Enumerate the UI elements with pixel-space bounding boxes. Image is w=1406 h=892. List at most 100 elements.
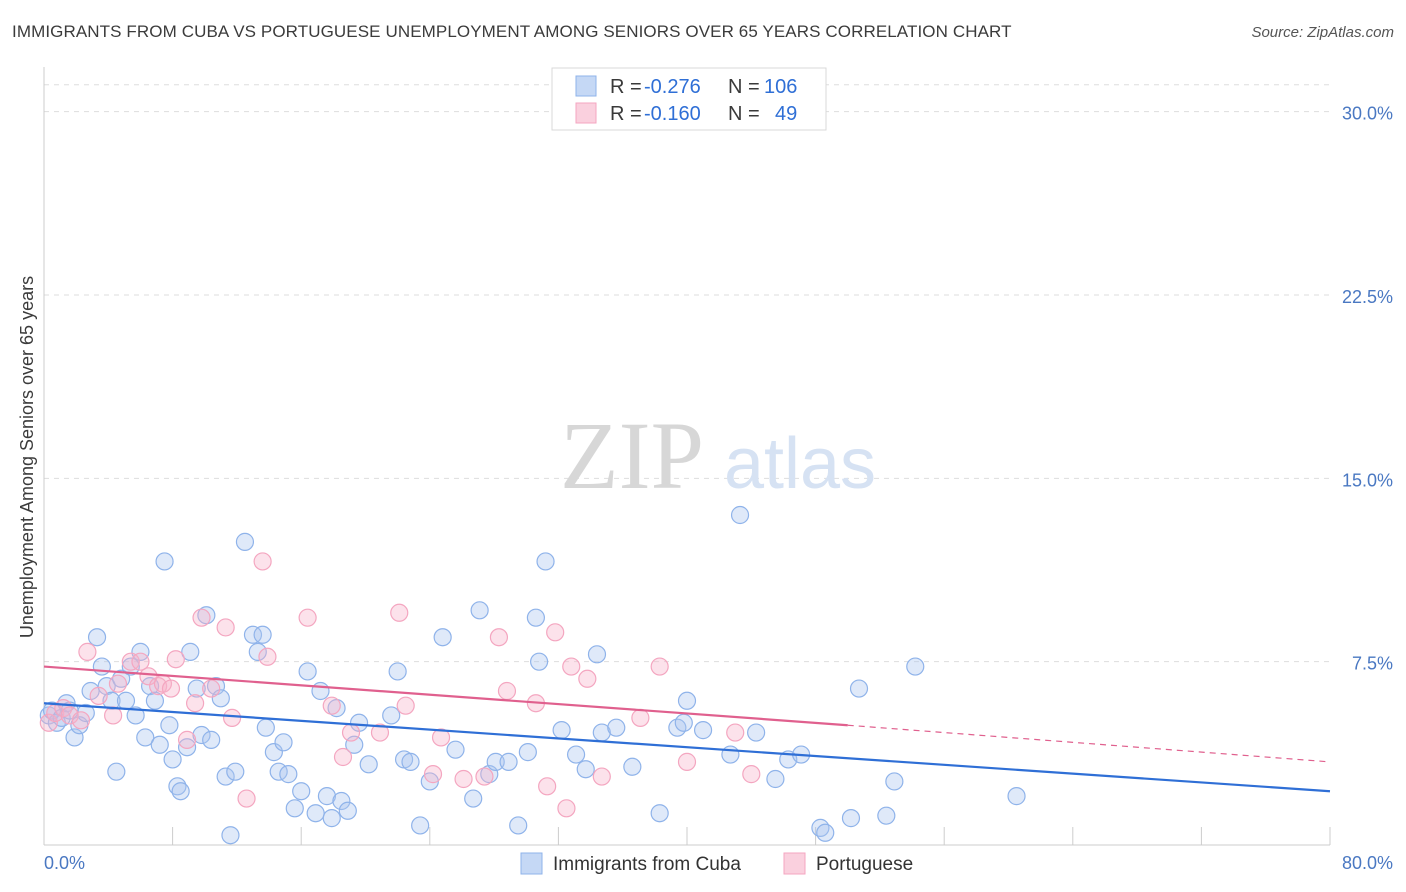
cuba-point-56 — [327, 699, 346, 718]
y-tick-label-3: 30.0% — [1342, 104, 1393, 124]
y-tick-label-1: 15.0% — [1342, 470, 1393, 490]
portuguese-point-24 — [258, 647, 277, 666]
cuba-point-77 — [526, 608, 545, 627]
cuba-point-37 — [216, 767, 235, 786]
cuba-point-93 — [730, 505, 750, 525]
portuguese-point-30 — [390, 603, 409, 622]
legend-swatch-cuba — [575, 75, 597, 97]
cuba-point-11 — [92, 657, 111, 676]
cuba-point-22 — [145, 691, 165, 710]
portuguese-point-37 — [497, 681, 517, 701]
cuba-point-80 — [552, 721, 571, 740]
portuguese-point-44 — [592, 767, 611, 786]
cuba-point-65 — [401, 752, 420, 771]
cuba-point-29 — [177, 738, 197, 757]
portuguese-point-19 — [202, 679, 221, 698]
cuba-point-63 — [388, 662, 407, 681]
portuguese-point-22 — [237, 789, 256, 808]
portuguese-point-26 — [322, 696, 341, 715]
cuba-point-82 — [576, 760, 595, 779]
portuguese-point-49 — [742, 765, 761, 784]
portuguese-point-28 — [341, 723, 361, 742]
y-axis-label: Unemployment Among Seniors over 65 years — [17, 276, 37, 638]
cuba-point-58 — [338, 801, 357, 820]
cuba-point-10 — [87, 628, 107, 647]
cuba-point-57 — [332, 791, 351, 811]
watermark-atlas: atlas — [724, 424, 876, 504]
cuba-point-25 — [160, 716, 179, 735]
portuguese-point-4 — [71, 711, 91, 730]
cuba-point-102 — [877, 806, 896, 825]
legend-n-label-portuguese: N = — [728, 103, 760, 125]
cuba-point-32 — [192, 725, 211, 745]
cuba-point-81 — [566, 745, 586, 764]
cuba-trend-line — [43, 702, 1331, 793]
cuba-point-99 — [816, 823, 835, 842]
portuguese-point-40 — [546, 623, 565, 642]
portuguese-point-21 — [222, 708, 242, 727]
cuba-point-51 — [298, 662, 317, 681]
bottom-legend-label-cuba: Immigrants from Cuba — [553, 854, 741, 875]
cuba-point-70 — [464, 789, 483, 808]
cuba-point-49 — [285, 799, 304, 818]
bottom-legend-swatch-cuba — [520, 852, 543, 875]
cuba-point-92 — [721, 745, 740, 764]
portuguese-point-25 — [298, 608, 317, 627]
portuguese-point-11 — [139, 667, 158, 686]
cuba-point-86 — [623, 757, 642, 776]
portuguese-point-5 — [78, 642, 97, 661]
cuba-point-50 — [292, 782, 311, 801]
portuguese-point-3 — [60, 706, 79, 725]
cuba-point-69 — [446, 740, 465, 759]
portuguese-point-34 — [454, 769, 473, 789]
cuba-point-75 — [509, 816, 528, 835]
watermark-zip: ZIP — [560, 402, 704, 509]
portuguese-point-33 — [431, 728, 451, 747]
cuba-point-19 — [131, 642, 150, 661]
cuba-point-89 — [674, 713, 693, 732]
portuguese-point-45 — [631, 708, 650, 727]
portuguese-point-31 — [396, 696, 415, 715]
cuba-point-83 — [587, 645, 607, 664]
cuba-point-71 — [470, 601, 489, 620]
portuguese-point-41 — [557, 799, 576, 818]
cuba-point-55 — [322, 809, 341, 828]
watermark: ZIP atlas — [560, 402, 876, 509]
cuba-point-17 — [121, 657, 140, 676]
grid-lines — [44, 84, 1330, 663]
cuba-point-87 — [650, 804, 669, 823]
cuba-point-79 — [536, 552, 555, 571]
cuba-point-14 — [107, 762, 126, 781]
portuguese-point-36 — [489, 628, 509, 647]
cuba-point-94 — [747, 723, 766, 742]
portuguese-point-9 — [121, 652, 140, 671]
portuguese-point-17 — [186, 694, 205, 713]
bottom-legend-swatch-portuguese — [783, 852, 806, 875]
y-tick-label-0: 7.5% — [1352, 654, 1393, 674]
cuba-point-104 — [906, 657, 925, 676]
cuba-point-47 — [274, 733, 293, 752]
portuguese-point-32 — [423, 765, 443, 784]
portuguese-point-7 — [104, 706, 123, 725]
cuba-point-101 — [849, 679, 869, 698]
cuba-point-26 — [163, 750, 182, 769]
legend-n-label-cuba: N = — [728, 76, 760, 98]
cuba-point-18 — [126, 706, 145, 725]
cuba-point-53 — [311, 681, 330, 701]
portuguese-point-6 — [89, 686, 108, 705]
data-points — [39, 505, 1026, 845]
portuguese-point-18 — [192, 608, 211, 627]
portuguese-point-15 — [166, 650, 185, 669]
cuba-point-15 — [112, 669, 131, 688]
cuba-point-30 — [181, 642, 200, 661]
portuguese-point-10 — [131, 652, 150, 671]
portuguese-point-48 — [726, 723, 745, 742]
cuba-point-105 — [1007, 787, 1026, 806]
cuba-point-68 — [433, 628, 452, 647]
cuba-point-45 — [264, 743, 283, 762]
portuguese-point-23 — [253, 552, 272, 571]
chart-title: IMMIGRANTS FROM CUBA VS PORTUGUESE UNEMP… — [12, 22, 1012, 41]
cuba-point-42 — [248, 642, 267, 661]
cuba-point-78 — [530, 652, 549, 671]
cuba-point-24 — [155, 552, 174, 571]
